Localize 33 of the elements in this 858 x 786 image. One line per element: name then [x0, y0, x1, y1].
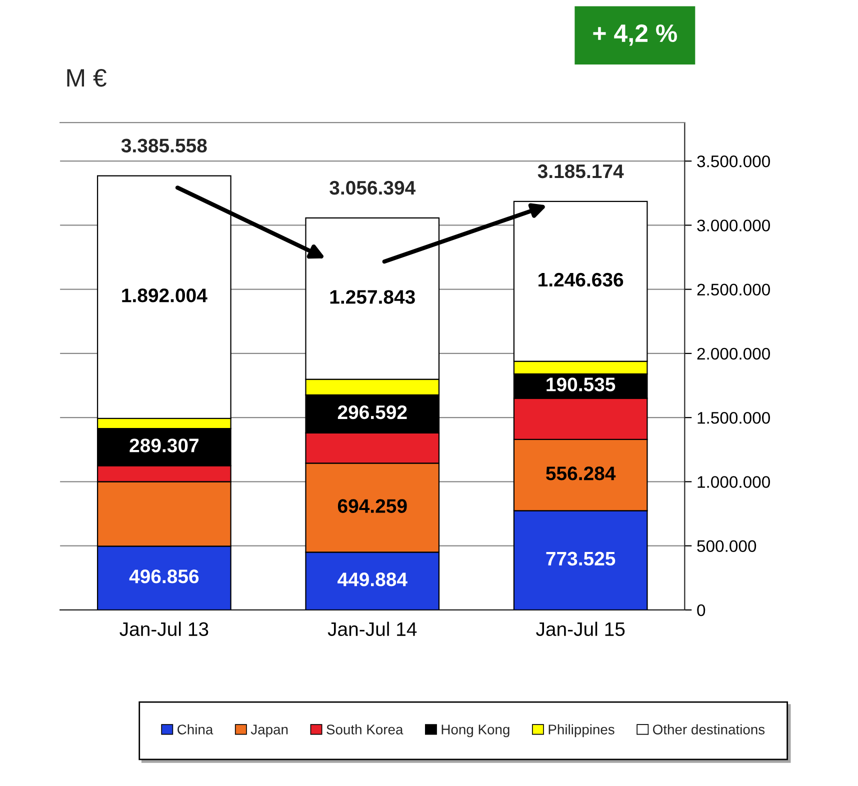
y-tick-label: 3.500.000: [697, 155, 770, 168]
data-label: 496.856: [129, 570, 199, 584]
y-axis-title: M €: [67, 69, 107, 87]
y-tick-label: 2.000.000: [697, 348, 770, 360]
y-tick-label: 1.000.000: [698, 476, 770, 488]
data-label: 694.259: [338, 499, 407, 513]
y-tick-label: 500.000: [697, 540, 756, 552]
total-label: 3.056.394: [330, 180, 416, 195]
legend-label: South Korea: [326, 724, 404, 734]
y-tick-label: 1.500.000: [698, 412, 770, 424]
data-label: 296.592: [338, 405, 407, 420]
data-label: 449.884: [338, 572, 408, 586]
legend-label: Hong Kong: [442, 724, 510, 738]
data-label: 1.257.843: [330, 290, 415, 304]
total-label: 3.385.558: [121, 138, 207, 153]
y-tick-label: 2.500.000: [697, 284, 770, 296]
data-label: 1.892.004: [122, 288, 208, 302]
data-label: 556.284: [546, 466, 616, 480]
y-tick-label: 0: [697, 604, 706, 616]
legend-label: Japan: [250, 724, 288, 738]
x-tick-label: Jan-Jul 13: [120, 622, 208, 636]
y-tick-label: 3.000.000: [697, 220, 770, 232]
data-label: 190.535: [546, 378, 616, 392]
data-label: 289.307: [130, 438, 198, 452]
x-tick-label: Jan-Jul 14: [328, 622, 417, 636]
data-label: 1.246.636: [538, 272, 624, 287]
total-label: 3.185.174: [538, 164, 624, 178]
x-tick-label: Jan-Jul 15: [536, 622, 625, 636]
legend-label: China: [178, 724, 214, 734]
legend-label: Philippines: [548, 724, 614, 738]
text: + 4,2 %: [593, 24, 677, 46]
legend-label: Other destinations: [653, 724, 765, 734]
data-label: 773.525: [546, 552, 616, 566]
